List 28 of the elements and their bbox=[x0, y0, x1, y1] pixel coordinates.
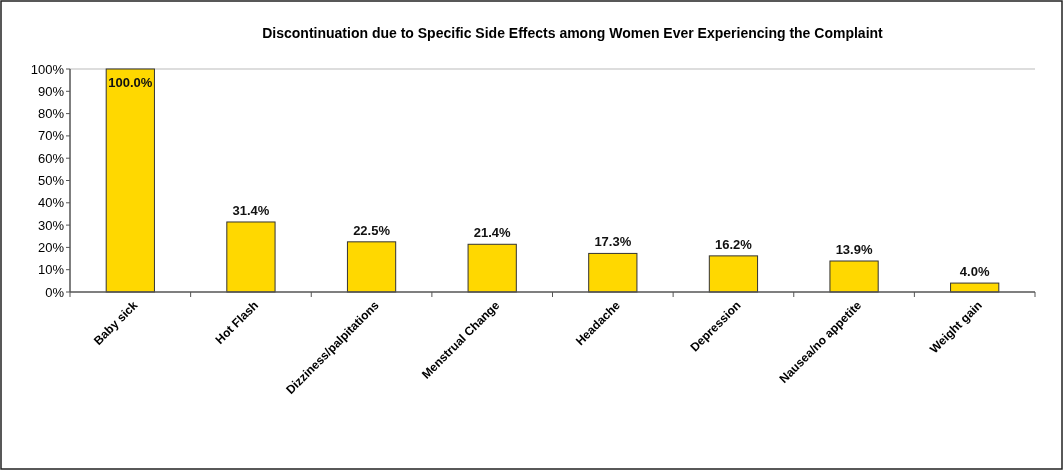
bar bbox=[829, 260, 879, 293]
y-tick-label: 20% bbox=[37, 239, 65, 255]
y-tick-label: 90% bbox=[37, 83, 65, 99]
bar bbox=[346, 241, 397, 293]
data-label: 13.9% bbox=[835, 242, 873, 257]
data-label: 16.2% bbox=[715, 236, 753, 252]
bar bbox=[467, 243, 517, 293]
y-tick-label: 0% bbox=[45, 284, 65, 300]
y-tick-label: 40% bbox=[37, 195, 65, 211]
bar bbox=[950, 282, 1000, 293]
bar bbox=[588, 252, 638, 293]
data-label: 100.0% bbox=[108, 75, 153, 90]
data-label: 22.5% bbox=[353, 222, 391, 238]
y-tick-label: 10% bbox=[37, 262, 65, 278]
y-tick-label: 100% bbox=[30, 61, 65, 77]
data-label: 4.0% bbox=[959, 264, 990, 280]
chart-title: Discontinuation due to Specific Side Effects among Women Ever Experiencing the Complaint bbox=[262, 25, 884, 41]
data-label: 17.3% bbox=[594, 234, 632, 250]
data-label: 21.4% bbox=[473, 225, 512, 241]
y-tick-label: 70% bbox=[37, 128, 65, 144]
bar bbox=[105, 68, 155, 293]
y-tick-label: 60% bbox=[37, 150, 65, 166]
y-tick-label: 50% bbox=[37, 173, 65, 189]
y-tick-label: 30% bbox=[37, 217, 65, 233]
bar bbox=[226, 221, 276, 293]
data-label: 31.4% bbox=[232, 202, 270, 218]
bar bbox=[708, 255, 759, 293]
y-tick-label: 80% bbox=[37, 106, 65, 122]
